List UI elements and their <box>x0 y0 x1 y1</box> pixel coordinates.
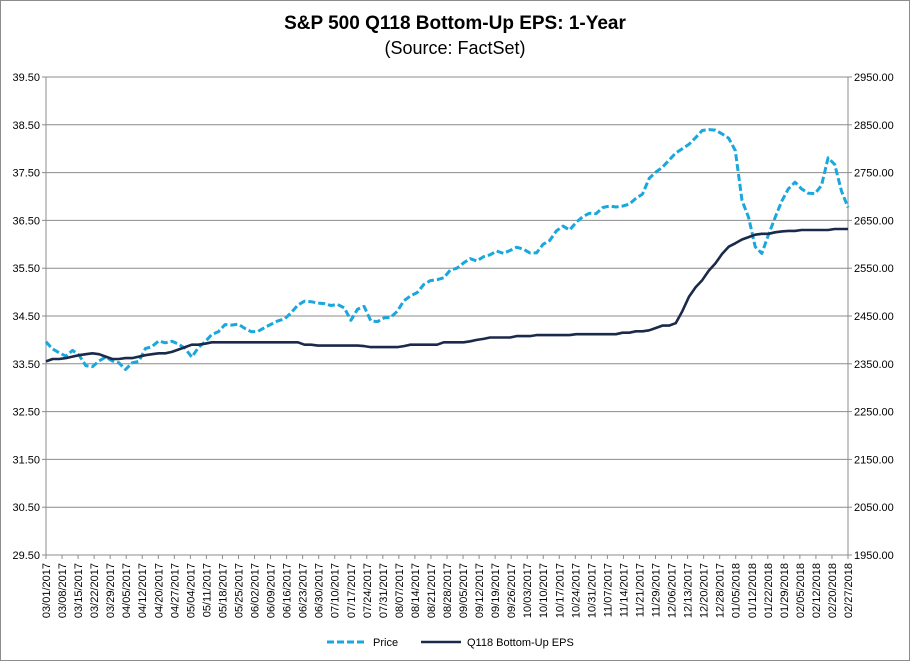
x-tick-label: 07/24/2017 <box>362 563 374 618</box>
x-tick-label: 12/06/2017 <box>667 563 679 618</box>
x-tick-label: 12/28/2017 <box>715 563 727 618</box>
x-tick-label: 10/31/2017 <box>586 563 598 618</box>
legend-label: Q118 Bottom-Up EPS <box>467 637 574 649</box>
x-tick-label: 07/10/2017 <box>330 563 342 618</box>
x-tick-label: 10/03/2017 <box>522 563 534 618</box>
legend-label: Price <box>373 637 398 649</box>
x-tick-label: 07/17/2017 <box>346 563 358 618</box>
y-left-tick-label: 35.50 <box>12 263 40 275</box>
x-tick-label: 06/23/2017 <box>298 563 310 618</box>
y-right-tick-label: 2750.00 <box>854 168 894 180</box>
y-left-tick-label: 33.50 <box>12 359 40 371</box>
x-tick-label: 11/14/2017 <box>618 563 630 617</box>
y-right-tick-label: 2350.00 <box>854 359 894 371</box>
y-right-tick-label: 2050.00 <box>854 502 894 514</box>
x-tick-label: 02/27/2018 <box>843 563 855 618</box>
axes: 29.50 1950.00 30.50 2050.00 31.50 2150.00 32.5… <box>12 72 893 618</box>
series-line-eps <box>45 227 848 363</box>
x-tick-label: 02/12/2018 <box>811 563 823 618</box>
x-tick-label: 03/08/2017 <box>57 563 69 618</box>
y-left-tick-label: 34.50 <box>12 311 40 323</box>
x-tick-label: 04/27/2017 <box>169 563 181 618</box>
x-tick-label: 02/05/2018 <box>795 563 807 618</box>
x-tick-label: 09/19/2017 <box>490 563 502 618</box>
x-tick-label: 02/20/2018 <box>827 563 839 618</box>
x-tick-label: 06/09/2017 <box>266 563 278 618</box>
x-tick-label: 10/10/2017 <box>538 563 550 618</box>
x-tick-label: 08/28/2017 <box>442 563 454 618</box>
x-tick-label: 09/05/2017 <box>458 563 470 618</box>
y-left-tick-label: 38.50 <box>12 120 40 132</box>
y-right-tick-label: 2250.00 <box>854 407 894 419</box>
x-tick-label: 03/22/2017 <box>89 563 101 618</box>
x-tick-label: 01/12/2018 <box>747 563 759 618</box>
y-left-tick-label: 29.50 <box>12 550 40 562</box>
x-tick-label: 03/29/2017 <box>105 563 117 618</box>
y-right-tick-label: 1950.00 <box>854 550 894 562</box>
x-tick-label: 11/29/2017 <box>651 563 663 617</box>
x-tick-label: 10/24/2017 <box>570 563 582 618</box>
x-tick-label: 09/12/2017 <box>474 563 486 618</box>
y-right-tick-label: 2650.00 <box>854 215 894 227</box>
x-tick-label: 12/20/2017 <box>699 563 711 618</box>
x-tick-label: 05/04/2017 <box>185 563 197 618</box>
x-tick-label: 05/25/2017 <box>233 563 245 618</box>
x-tick-label: 07/31/2017 <box>378 563 390 618</box>
x-tick-label: 05/18/2017 <box>217 563 229 618</box>
y-right-tick-label: 2850.00 <box>854 120 894 132</box>
x-tick-label: 01/22/2018 <box>763 563 775 618</box>
gridlines <box>46 76 848 556</box>
x-tick-label: 11/07/2017 <box>602 563 614 617</box>
x-tick-label: 05/11/2017 <box>201 563 213 617</box>
y-left-tick-label: 36.50 <box>12 215 40 227</box>
x-tick-label: 12/13/2017 <box>683 563 695 618</box>
y-left-tick-label: 37.50 <box>12 168 40 180</box>
x-tick-label: 11/21/2017 <box>634 563 646 617</box>
x-tick-label: 06/02/2017 <box>250 563 262 618</box>
x-tick-label: 08/07/2017 <box>394 563 406 618</box>
y-right-tick-label: 2450.00 <box>854 311 894 323</box>
x-tick-label: 09/26/2017 <box>506 563 518 618</box>
x-tick-label: 06/16/2017 <box>282 563 294 618</box>
legend: Price Q118 Bottom-Up EPS <box>327 637 574 649</box>
y-left-tick-label: 32.50 <box>12 407 40 419</box>
x-tick-label: 03/01/2017 <box>41 563 53 618</box>
x-tick-label: 04/20/2017 <box>153 563 165 618</box>
x-tick-label: 03/15/2017 <box>73 563 85 618</box>
chart-subtitle: (Source: FactSet) <box>384 38 525 58</box>
y-left-tick-label: 30.50 <box>12 502 40 514</box>
x-tick-label: 06/30/2017 <box>314 563 326 618</box>
x-tick-label: 01/29/2018 <box>779 563 791 618</box>
x-tick-label: 01/05/2018 <box>731 563 743 618</box>
y-left-tick-label: 31.50 <box>12 454 40 466</box>
x-tick-label: 08/14/2017 <box>410 563 422 618</box>
chart-title: S&P 500 Q118 Bottom-Up EPS: 1-Year <box>284 13 626 34</box>
x-tick-label: 10/17/2017 <box>554 563 566 618</box>
series-lines <box>44 128 850 371</box>
y-right-tick-label: 2150.00 <box>854 454 894 466</box>
x-tick-label: 04/12/2017 <box>137 563 149 618</box>
series-line-price <box>44 128 850 371</box>
y-right-tick-label: 2950.00 <box>854 72 894 84</box>
y-left-tick-label: 39.50 <box>12 72 40 84</box>
y-right-tick-label: 2550.00 <box>854 263 894 275</box>
x-tick-label: 04/05/2017 <box>121 563 133 618</box>
x-tick-label: 08/21/2017 <box>426 563 438 618</box>
